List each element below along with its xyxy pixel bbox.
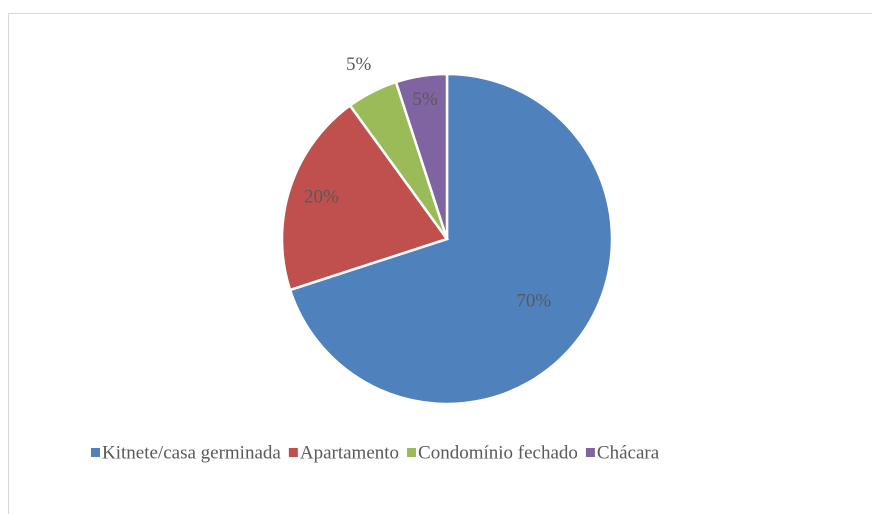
pie-slice <box>280 103 450 292</box>
legend-label: Apartamento <box>300 442 399 463</box>
legend-swatch <box>288 448 298 457</box>
pie-slice <box>288 72 614 406</box>
legend-swatch <box>91 448 100 457</box>
legend-swatch <box>585 448 595 457</box>
data-label: 20% <box>304 187 339 208</box>
data-label: 5% <box>412 89 438 110</box>
pie-slice <box>394 72 449 240</box>
legend-label: Kitnete/casa germinada <box>102 442 281 463</box>
legend-label: Condomínio fechado <box>418 442 578 463</box>
data-label: 5% <box>346 54 372 75</box>
data-label: 70% <box>516 290 551 311</box>
legend-label: Chácara <box>597 442 660 463</box>
legend-swatch <box>407 448 417 457</box>
